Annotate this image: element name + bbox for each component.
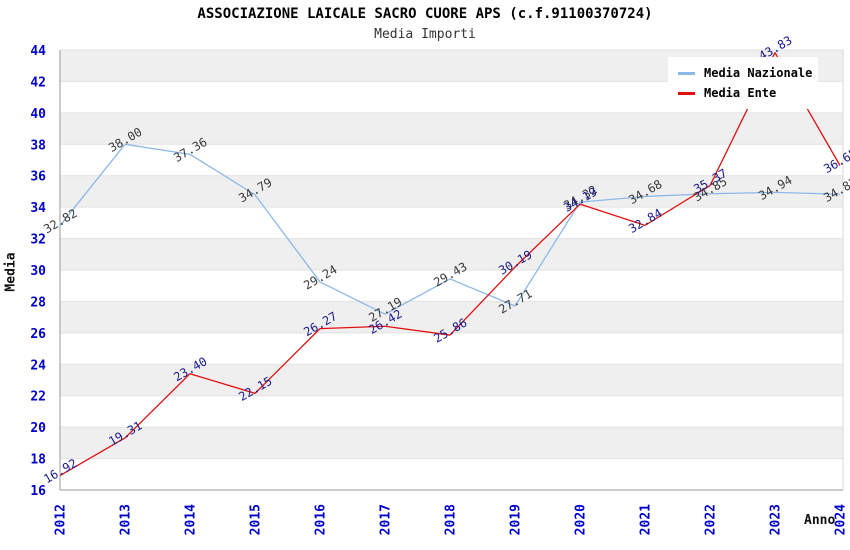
x-tick-label: 2021 — [639, 504, 654, 535]
y-tick-label: 26 — [30, 327, 46, 342]
grid-band — [60, 112, 843, 145]
x-tick-label: 2020 — [574, 504, 589, 535]
value-label: 36.65 — [821, 146, 850, 176]
y-tick-label: 42 — [30, 75, 46, 90]
chart-title: ASSOCIAZIONE LAICALE SACRO CUORE APS (c.… — [197, 6, 653, 22]
grid-band — [60, 301, 843, 333]
series-line-media-ente — [59, 52, 841, 477]
y-tick-label: 28 — [30, 295, 46, 310]
y-tick-label: 16 — [30, 484, 46, 499]
grid-band — [60, 364, 843, 396]
y-tick-label: 36 — [30, 170, 46, 185]
grid-band — [60, 238, 843, 270]
x-tick-label: 2024 — [834, 504, 849, 535]
x-tick-label: 2019 — [509, 504, 524, 535]
legend-label: Media Nazionale — [704, 66, 813, 80]
legend-item-media-nazionale: Media Nazionale — [678, 63, 813, 83]
legend-label: Media Ente — [704, 86, 777, 100]
value-label: 32.84 — [626, 206, 664, 236]
series-line-media-nazionale — [59, 143, 841, 315]
y-tick-label: 22 — [30, 390, 46, 405]
y-tick-label: 24 — [30, 358, 46, 373]
x-tick-label: 2016 — [314, 504, 329, 535]
legend-swatch-media-ente — [678, 91, 695, 95]
y-tick-label: 38 — [30, 138, 46, 153]
x-tick-label: 2018 — [444, 504, 459, 535]
y-tick-label: 44 — [30, 44, 46, 59]
y-tick-label: 40 — [30, 107, 46, 122]
legend: Media Nazionale Media Ente — [668, 57, 818, 109]
y-tick-label: 34 — [30, 201, 46, 216]
y-axis-title: Media — [3, 252, 19, 292]
x-tick-label: 2023 — [769, 504, 784, 535]
x-tick-label: 2012 — [54, 504, 69, 535]
y-tick-label: 30 — [30, 264, 46, 279]
x-axis-title: Anno — [804, 513, 836, 528]
grid-band — [60, 427, 843, 459]
x-tick-label: 2017 — [379, 504, 394, 535]
legend-item-media-ente: Media Ente — [678, 83, 810, 103]
x-tick-label: 2014 — [184, 504, 199, 535]
x-tick-label: 2013 — [119, 504, 134, 535]
x-tick-label: 2022 — [704, 504, 719, 535]
y-tick-label: 18 — [30, 453, 46, 468]
chart-subtitle: Media Importi — [374, 27, 476, 42]
x-tick-label: 2015 — [249, 504, 264, 535]
y-tick-label: 32 — [30, 233, 46, 248]
legend-swatch-media-nazionale — [678, 71, 695, 75]
y-tick-label: 20 — [30, 421, 46, 436]
